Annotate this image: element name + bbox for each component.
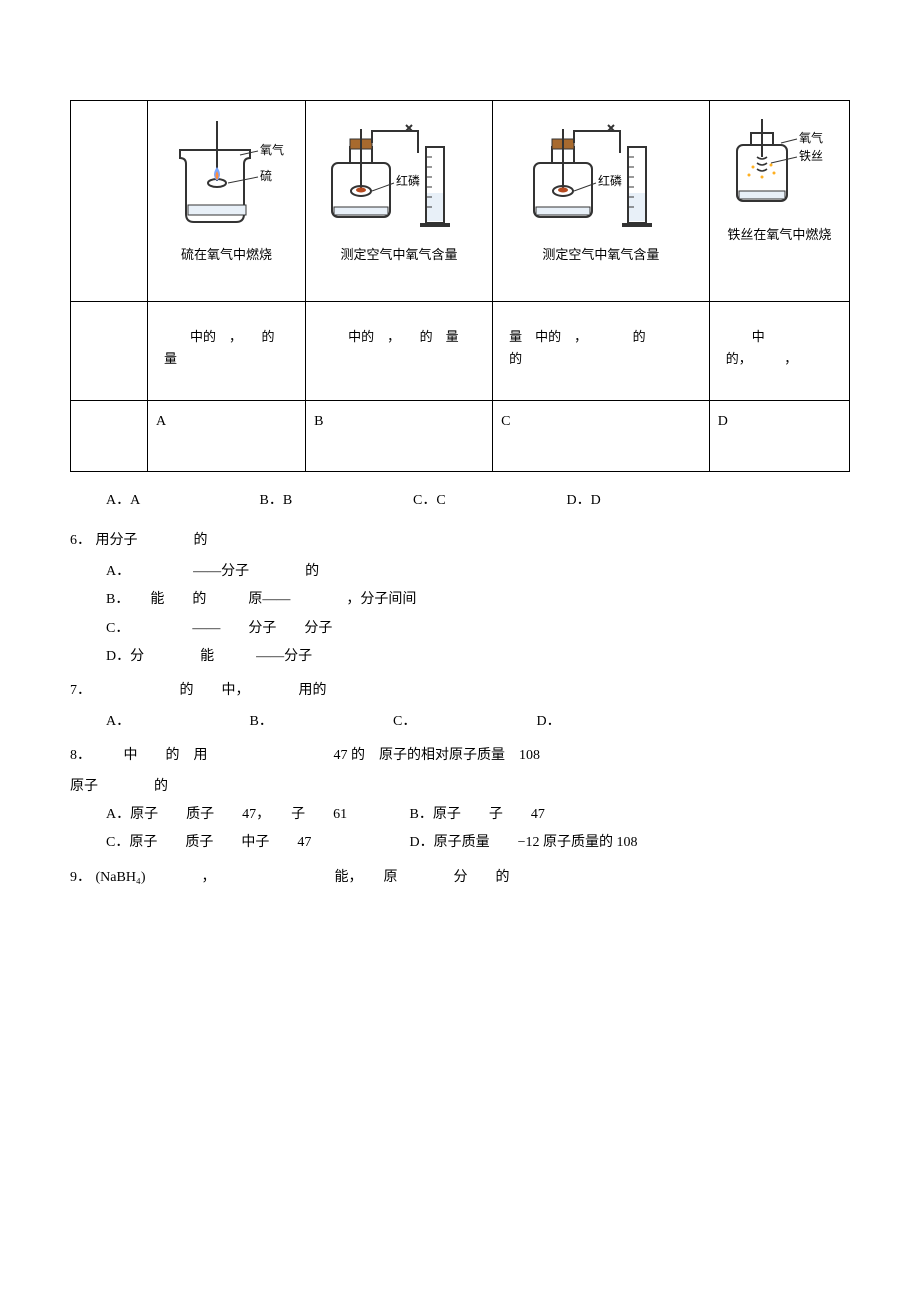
- question-8: 8． 中 的 用 47 的 原子的相对原子质量 108: [70, 745, 850, 767]
- label-oxygen-iron: 氧气: [799, 130, 823, 145]
- question-6: 6． 用分子 的: [70, 530, 850, 552]
- caption-air1: 测定空气中氧气含量: [314, 245, 484, 266]
- desc-cell-D: 中的， ，: [718, 312, 841, 384]
- ans-A: A．A: [106, 490, 256, 512]
- label-redP-2: 红磷: [598, 173, 622, 188]
- q7-opt-B: B．: [250, 711, 390, 733]
- opt-cell-C: C: [493, 401, 710, 472]
- opt-cell-D: D: [709, 401, 849, 472]
- row-label-images: [71, 101, 148, 302]
- row-label-opt: [71, 401, 148, 472]
- exp-cell-sulfur: 氧气 硫 硫在氧气中燃烧: [148, 101, 306, 302]
- q7-num: 7．: [70, 680, 92, 702]
- desc-cell-C: 量 中的 ， 的 的: [501, 312, 701, 384]
- q6-options: A． ——分子 的 B． 能 的 原—— ，分子间间 C． —— 分子 分子 D…: [106, 561, 850, 669]
- q7-opt-D: D．: [537, 711, 677, 733]
- q8-opt-D: D．原子质量 −12 原子质量的 108: [410, 835, 638, 850]
- exp-cell-airP1: 红磷 测定空气中氧气含量: [306, 101, 493, 302]
- q7-opt-C: C．: [393, 711, 533, 733]
- caption-air2: 测定空气中氧气含量: [501, 245, 701, 266]
- experiment-table: 氧气 硫 硫在氧气中燃烧: [70, 100, 850, 472]
- q8-stem-l2: 原子 的: [70, 776, 850, 798]
- q5-answer-line: A．A B．B C．C D．D: [106, 490, 850, 512]
- caption-sulfur: 硫在氧气中燃烧: [156, 245, 297, 266]
- q6-num: 6．: [70, 530, 92, 552]
- apparatus-air1-svg: 红磷: [314, 111, 484, 241]
- q8-opts-row2: C．原子 质子 中子 47 D．原子质量 −12 原子质量的 108: [106, 832, 850, 854]
- q6-opt-A: A． ——分子 的: [106, 561, 850, 583]
- question-7: 7． 的 中， 用的: [70, 680, 850, 702]
- ans-D: D．D: [567, 490, 717, 512]
- q8-options: A．原子 质子 47， 子 61 B．原子 子 47 C．原子 质子 中子 47…: [106, 804, 850, 855]
- ans-B: B．B: [260, 490, 410, 512]
- q7-options: A． B． C． D．: [106, 711, 850, 733]
- table-row-images: 氧气 硫 硫在氧气中燃烧: [71, 101, 850, 302]
- q9-num: 9．: [70, 867, 92, 889]
- table-row-options: A B C D: [71, 401, 850, 472]
- q8-num: 8．: [70, 745, 92, 767]
- row-label-desc: [71, 302, 148, 401]
- exp-cell-airP2: 红磷 测定空气中氧气含量: [493, 101, 710, 302]
- q6-stem: 用分子 的: [96, 533, 208, 548]
- table-row-desc: 中的 ， 的 量 中的 ， 的 量 量 中的 ， 的 的 中的， ，: [71, 302, 850, 401]
- q9-stem: (NaBH₄) ， 能， 原 分 的: [96, 870, 510, 885]
- label-oxygen: 氧气: [260, 142, 284, 157]
- caption-iron: 铁丝在氧气中燃烧: [718, 225, 841, 246]
- label-ironwire: 铁丝: [799, 149, 823, 163]
- exp-cell-iron: 氧气 铁丝 铁丝在氧气中燃烧: [709, 101, 849, 302]
- apparatus-iron-svg: 氧气 铁丝: [719, 111, 839, 221]
- q8-opt-B: B．原子 子 47: [410, 807, 545, 822]
- q6-opt-C: C． —— 分子 分子: [106, 618, 850, 640]
- q6-opt-D: D．分 能 ——分子: [106, 646, 850, 668]
- q7-opt-A: A．: [106, 711, 246, 733]
- apparatus-air2-svg: 红磷: [516, 111, 686, 241]
- opt-cell-A: A: [148, 401, 306, 472]
- q6-opt-B: B． 能 的 原—— ，分子间间: [106, 589, 850, 611]
- desc-cell-B: 中的 ， 的 量: [314, 312, 484, 362]
- q8-stem-l1: 中 的 用 47 的 原子的相对原子质量 108: [96, 748, 541, 763]
- q7-stem: 的 中， 用的: [96, 683, 327, 698]
- opt-cell-B: B: [306, 401, 493, 472]
- q8-opts-row1: A．原子 质子 47， 子 61 B．原子 子 47: [106, 804, 850, 826]
- label-redP-1: 红磷: [396, 173, 420, 188]
- label-sulfur: 硫: [260, 168, 272, 183]
- q8-opt-C: C．原子 质子 中子 47: [106, 832, 406, 854]
- apparatus-sulfur-svg: 氧气 硫: [162, 111, 292, 241]
- desc-cell-A: 中的 ， 的 量: [156, 312, 297, 384]
- q8-opt-A: A．原子 质子 47， 子 61: [106, 804, 406, 826]
- question-9: 9． (NaBH₄) ， 能， 原 分 的: [70, 867, 850, 889]
- ans-C: C．C: [413, 490, 563, 512]
